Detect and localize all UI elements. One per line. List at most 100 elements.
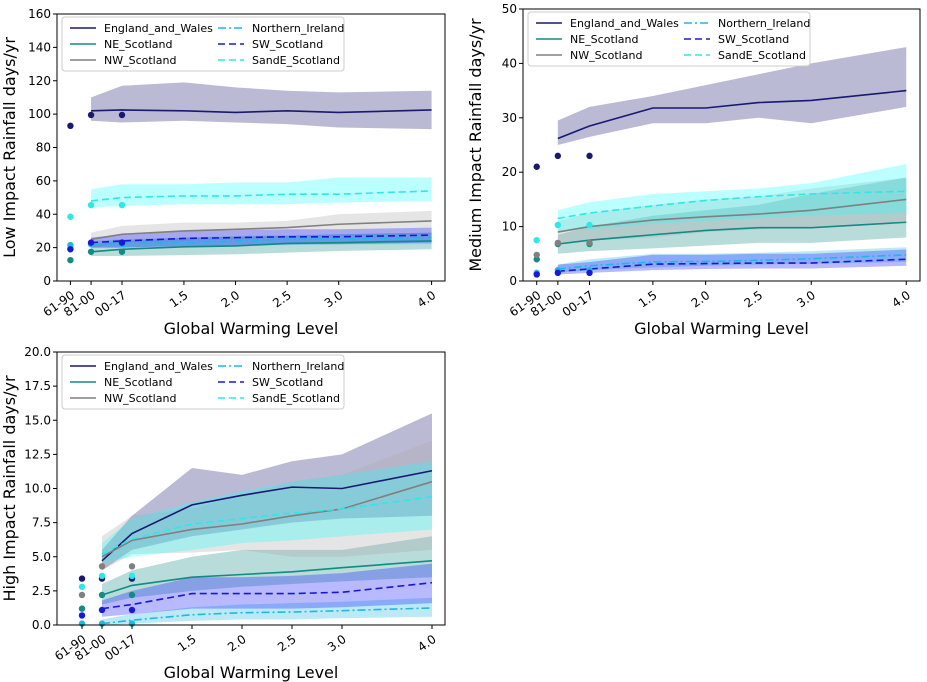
obs-point-sw-scotland <box>67 246 74 253</box>
y-tick-label: 80 <box>36 141 51 155</box>
obs-point-england-and-wales <box>78 575 86 582</box>
obs-point-sw-scotland <box>78 612 86 619</box>
legend-label-sw-scotland: SW_Scotland <box>718 33 789 46</box>
legend-box <box>61 16 345 72</box>
legend-label-northern-ireland: Northern_Ireland <box>252 22 344 35</box>
band-sande-scotland <box>557 164 907 233</box>
legend-label-ne-scotland: NE_Scotland <box>104 38 173 51</box>
series-line-ne-scotland <box>101 560 433 596</box>
x-tick-label: 3.0 <box>794 288 818 310</box>
band-northern-ireland <box>557 247 907 273</box>
y-tick-label: 50 <box>502 2 517 16</box>
x-tick-label: 2.5 <box>275 632 299 654</box>
x-tick-label: 3.0 <box>322 288 346 310</box>
x-tick-label: 4.0 <box>889 288 913 310</box>
y-axis-title: High Impact Rainfall days/yr <box>0 375 19 601</box>
y-tick-label: 30 <box>502 111 517 125</box>
y-tick-label: 5.0 <box>32 550 51 564</box>
series-line-northern-ireland <box>557 254 907 270</box>
y-tick-label: 15.0 <box>24 413 51 427</box>
series-line-england-and-wales <box>91 109 432 114</box>
obs-point-sande-scotland <box>78 583 86 590</box>
y-tick-label: 0 <box>43 274 51 288</box>
obs-point-ne-scotland <box>98 591 106 599</box>
obs-point-nw-scotland <box>554 239 562 247</box>
legend: England_and_Wales NE_Scotland NW_Scotland N… <box>527 11 811 67</box>
obs-point-nw-scotland <box>128 563 136 570</box>
obs-point-sw-scotland <box>533 271 540 278</box>
legend-label-england-and-wales: England_and_Wales <box>104 22 213 35</box>
x-tick-label: 4.0 <box>415 632 439 654</box>
series-line-sande-scotland <box>90 190 432 202</box>
y-tick-label: 120 <box>28 74 51 88</box>
legend-label-nw-scotland: NW_Scotland <box>570 49 642 62</box>
band-nw-scotland <box>91 210 432 248</box>
obs-point-england-and-wales <box>586 152 593 160</box>
obs-point-sande-scotland <box>67 213 74 220</box>
y-tick-label: 60 <box>36 174 51 188</box>
y-tick-label: 7.5 <box>32 516 51 530</box>
obs-point-nw-scotland <box>533 251 540 259</box>
x-tick-label: 2.0 <box>219 288 243 310</box>
obs-point-england-and-wales <box>67 122 74 130</box>
x-tick-label: 1.5 <box>167 288 191 310</box>
legend-label-sande-scotland: SandE_Scotland <box>252 54 340 67</box>
series-line-sw-scotland <box>91 234 432 244</box>
legend-label-northern-ireland: Northern_Ireland <box>718 17 810 30</box>
band-england-and-wales <box>91 82 432 130</box>
legend: England_and_Wales NE_Scotland NW_Scotland N… <box>61 16 345 72</box>
x-tick-label: 00-17 <box>92 288 129 319</box>
obs-point-sw-scotland <box>554 269 562 277</box>
obs-point-ne-scotland <box>128 591 136 599</box>
x-axis-title: Global Warming Level <box>634 319 809 338</box>
obs-point-ne-scotland <box>87 248 95 255</box>
x-tick-label: 00-17 <box>102 632 139 663</box>
y-tick-label: 40 <box>36 207 51 221</box>
band-ne-scotland <box>102 536 432 605</box>
series-line-northern-ireland <box>91 236 432 246</box>
y-tick-label: 2.5 <box>32 584 51 598</box>
y-tick-label: 40 <box>502 56 517 70</box>
band-sw-scotland <box>557 249 907 275</box>
obs-point-sw-scotland <box>128 606 136 614</box>
y-tick-label: 0.0 <box>32 618 51 632</box>
obs-point-sande-scotland <box>533 237 540 244</box>
obs-point-sw-scotland <box>118 239 126 246</box>
band-northern-ireland <box>102 597 432 625</box>
legend-label-nw-scotland: NW_Scotland <box>104 392 176 405</box>
obs-point-sande-scotland <box>128 572 136 580</box>
obs-point-nw-scotland <box>586 239 593 247</box>
y-tick-label: 20 <box>502 165 517 179</box>
y-tick-label: 140 <box>28 40 51 54</box>
legend-label-sw-scotland: SW_Scotland <box>252 38 323 51</box>
obs-point-nw-scotland <box>98 563 106 570</box>
x-tick-label: 00-17 <box>560 288 597 319</box>
series-line-sande-scotland <box>557 190 907 220</box>
x-tick-label: 2.0 <box>225 632 249 654</box>
obs-point-england-and-wales <box>118 111 126 119</box>
series-line-sande-scotland <box>101 495 433 555</box>
series-line-nw-scotland <box>90 220 432 241</box>
axes-frame <box>522 8 921 282</box>
series-line-england-and-wales <box>101 469 433 562</box>
obs-point-sande-scotland <box>98 572 106 580</box>
legend-box <box>61 354 345 410</box>
obs-point-sande-scotland <box>87 201 95 209</box>
chart-panel-3: 0.02.55.07.510.012.515.017.520.061-9081-… <box>0 345 446 682</box>
legend-label-england-and-wales: England_and_Wales <box>570 17 679 30</box>
y-axis-title: Medium Impact Rainfall days/yr <box>466 18 485 272</box>
x-tick-label: 4.0 <box>415 288 439 310</box>
obs-point-nw-scotland <box>78 591 86 599</box>
y-tick-label: 10.0 <box>24 482 51 496</box>
obs-point-ne-scotland <box>78 605 86 612</box>
y-tick-label: 160 <box>28 7 51 21</box>
legend: England_and_Wales NE_Scotland NW_Scotland N… <box>61 354 345 410</box>
obs-point-sw-scotland <box>586 269 593 277</box>
legend-label-ne-scotland: NE_Scotland <box>570 33 639 46</box>
legend-label-england-and-wales: England_and_Wales <box>104 360 213 373</box>
legend-label-ne-scotland: NE_Scotland <box>104 376 173 389</box>
band-nw-scotland <box>102 440 432 571</box>
